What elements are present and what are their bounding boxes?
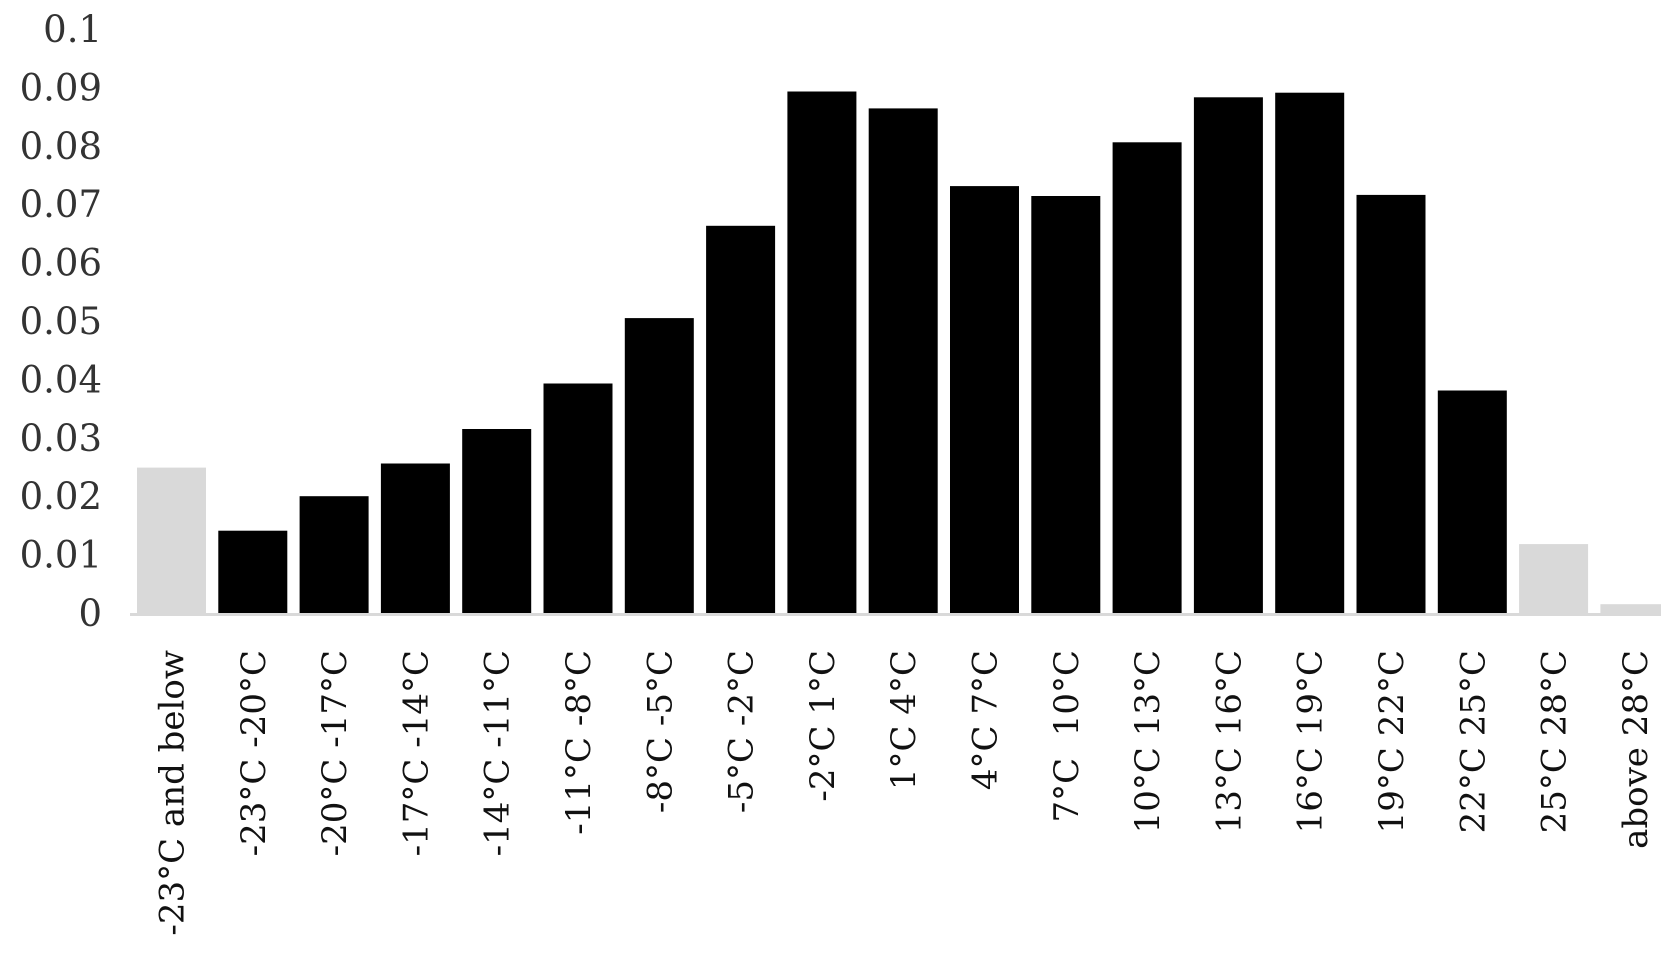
bar <box>543 383 613 613</box>
x-category-label: 4°C 7°C <box>966 650 1006 790</box>
bar <box>1519 544 1589 613</box>
y-tick-label: 0.1 <box>43 8 102 51</box>
x-category-label: 22°C 25°C <box>1453 650 1493 833</box>
bar <box>706 225 776 614</box>
x-category-label: 19°C 22°C <box>1372 650 1412 833</box>
bars <box>137 91 1661 614</box>
bar <box>950 186 1019 613</box>
y-tick-label: 0.01 <box>20 534 102 577</box>
y-tick-label: 0.03 <box>20 417 102 460</box>
x-category-label: -8°C -5°C <box>640 650 680 813</box>
x-category-label: 1°C 4°C <box>884 650 924 790</box>
x-category-label: -23°C -20°C <box>234 650 274 856</box>
x-category-label: 16°C 19°C <box>1291 650 1331 833</box>
x-category-label: -23°C and below <box>153 650 193 936</box>
x-category-label: 13°C 16°C <box>1209 650 1249 833</box>
bar <box>462 429 532 613</box>
bar <box>1112 142 1182 614</box>
x-axis-labels: -23°C and below -23°C -20°C -20°C -17°C -17… <box>153 650 1656 936</box>
y-tick-label: 0 <box>78 592 102 635</box>
x-category-label: 7°C 10°C <box>1047 650 1087 823</box>
x-category-label: above 28°C <box>1616 650 1656 849</box>
bar <box>1437 390 1507 613</box>
bar <box>299 496 369 613</box>
bar <box>624 318 694 613</box>
y-tick-label: 0.07 <box>20 183 102 226</box>
bar <box>1275 92 1345 613</box>
bar <box>137 467 206 613</box>
y-tick-label: 0.05 <box>20 300 102 343</box>
x-category-label: -14°C -11°C <box>478 650 518 856</box>
y-tick-label: 0.09 <box>20 66 102 109</box>
y-tick-label: 0.02 <box>20 475 102 518</box>
x-category-label: 10°C 13°C <box>1128 650 1168 833</box>
bar <box>218 530 288 613</box>
bar <box>380 463 450 613</box>
x-category-label: -20°C -17°C <box>315 650 355 856</box>
y-tick-label: 0.04 <box>20 358 102 401</box>
x-category-label: -11°C -8°C <box>559 650 599 835</box>
x-category-label: -17°C -14°C <box>396 650 436 856</box>
bar <box>787 91 857 613</box>
bar <box>1600 604 1661 613</box>
y-tick-label: 0.08 <box>20 125 102 168</box>
bar <box>1031 196 1101 613</box>
y-tick-label: 0.06 <box>20 242 102 285</box>
x-category-label: -2°C 1°C <box>803 650 843 802</box>
bar <box>1356 194 1426 613</box>
y-axis-ticks: 0 0.01 0.02 0.03 0.04 0.05 0.06 0.07 0.08 0.09 0.1 <box>20 8 102 635</box>
bar <box>868 108 938 614</box>
x-category-label: -5°C -2°C <box>722 650 762 813</box>
x-category-label: 25°C 28°C <box>1535 650 1575 833</box>
bar <box>1193 97 1263 614</box>
